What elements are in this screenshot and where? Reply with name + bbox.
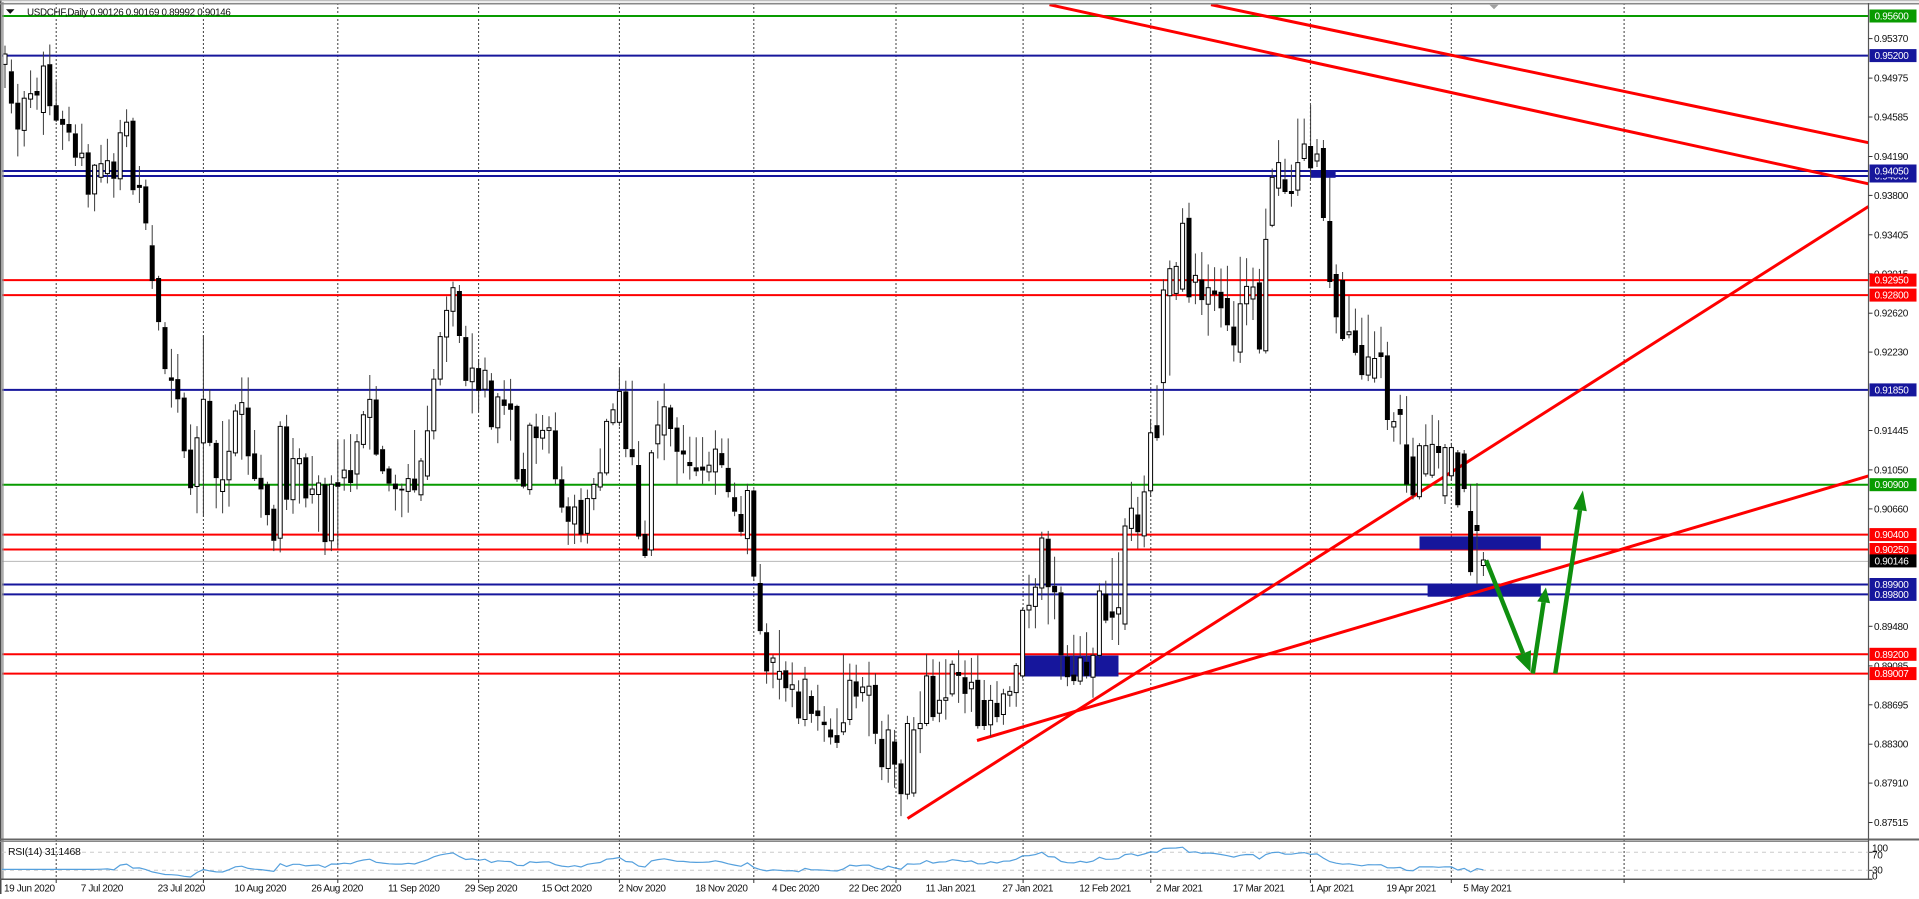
svg-text:12 Feb 2021: 12 Feb 2021 — [1079, 884, 1132, 895]
svg-text:0: 0 — [1872, 872, 1878, 883]
svg-text:RSI(14) 31.1468: RSI(14) 31.1468 — [8, 846, 81, 858]
svg-text:0.91050: 0.91050 — [1874, 465, 1909, 476]
svg-text:0.90900: 0.90900 — [1875, 480, 1910, 491]
svg-text:0.93800: 0.93800 — [1874, 191, 1909, 202]
svg-text:0.87910: 0.87910 — [1874, 779, 1909, 790]
svg-text:0.95600: 0.95600 — [1875, 12, 1910, 23]
svg-text:0.88300: 0.88300 — [1874, 740, 1909, 751]
svg-text:0.92230: 0.92230 — [1874, 348, 1909, 359]
svg-text:0.91850: 0.91850 — [1875, 385, 1910, 396]
svg-text:0.94585: 0.94585 — [1874, 113, 1909, 124]
svg-text:2 Mar 2021: 2 Mar 2021 — [1156, 884, 1203, 895]
svg-text:26 Aug 2020: 26 Aug 2020 — [311, 884, 364, 895]
svg-text:10 Aug 2020: 10 Aug 2020 — [234, 884, 287, 895]
svg-text:0.92950: 0.92950 — [1875, 276, 1910, 287]
svg-text:17 Mar 2021: 17 Mar 2021 — [1233, 884, 1286, 895]
svg-text:0.92800: 0.92800 — [1875, 291, 1910, 302]
svg-text:19 Jun 2020: 19 Jun 2020 — [4, 884, 55, 895]
svg-text:0.93405: 0.93405 — [1874, 230, 1909, 241]
svg-text:0.89800: 0.89800 — [1875, 590, 1910, 601]
svg-text:70: 70 — [1872, 851, 1883, 862]
svg-text:27 Jan 2021: 27 Jan 2021 — [1002, 884, 1053, 895]
svg-text:0.88695: 0.88695 — [1874, 700, 1909, 711]
svg-text:0.90250: 0.90250 — [1875, 545, 1910, 556]
svg-text:0.90146: 0.90146 — [1875, 556, 1910, 567]
svg-text:30: 30 — [1872, 866, 1883, 877]
svg-text:15 Oct 2020: 15 Oct 2020 — [542, 884, 593, 895]
svg-text:23 Jul 2020: 23 Jul 2020 — [158, 884, 206, 895]
svg-text:0.89480: 0.89480 — [1874, 622, 1909, 633]
svg-text:100: 100 — [1872, 844, 1889, 855]
svg-text:2 Nov 2020: 2 Nov 2020 — [618, 884, 666, 895]
svg-text:18 Nov 2020: 18 Nov 2020 — [695, 884, 748, 895]
svg-text:11 Jan 2021: 11 Jan 2021 — [926, 884, 977, 895]
svg-text:0.87515: 0.87515 — [1874, 818, 1909, 829]
svg-text:0.92620: 0.92620 — [1874, 309, 1909, 320]
svg-text:11 Sep 2020: 11 Sep 2020 — [388, 884, 440, 895]
svg-text:7 Jul 2020: 7 Jul 2020 — [81, 884, 124, 895]
svg-text:USDCHF,Daily 0.90126 0.90169: USDCHF,Daily 0.90126 0.90169 0.89992 0.9… — [27, 8, 231, 19]
svg-text:0.91445: 0.91445 — [1874, 426, 1909, 437]
svg-text:0.94975: 0.94975 — [1874, 74, 1909, 85]
svg-text:0.94190: 0.94190 — [1874, 152, 1909, 163]
svg-text:0.89085: 0.89085 — [1874, 661, 1909, 672]
svg-text:0.95370: 0.95370 — [1874, 34, 1909, 45]
svg-text:4 Dec 2020: 4 Dec 2020 — [772, 884, 820, 895]
svg-text:19 Apr 2021: 19 Apr 2021 — [1386, 884, 1436, 895]
svg-text:0.90660: 0.90660 — [1874, 504, 1909, 515]
svg-text:29 Sep 2020: 29 Sep 2020 — [465, 884, 518, 895]
svg-text:0.89900: 0.89900 — [1875, 580, 1910, 591]
svg-text:5 May 2021: 5 May 2021 — [1463, 884, 1512, 895]
svg-text:0.94050: 0.94050 — [1875, 167, 1910, 178]
svg-text:0.89200: 0.89200 — [1875, 650, 1910, 661]
svg-text:0.90400: 0.90400 — [1875, 530, 1910, 541]
svg-text:1 Apr 2021: 1 Apr 2021 — [1310, 884, 1355, 895]
svg-text:22 Dec 2020: 22 Dec 2020 — [849, 884, 902, 895]
svg-text:0.95200: 0.95200 — [1875, 51, 1910, 62]
svg-text:0.89007: 0.89007 — [1875, 669, 1910, 680]
